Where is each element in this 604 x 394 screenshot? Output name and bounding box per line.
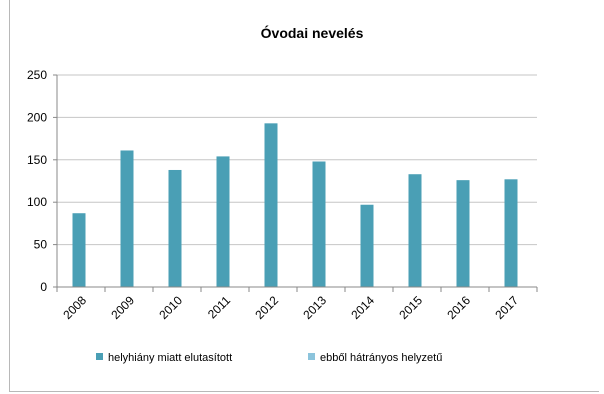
y-tick-label-200: 200: [27, 110, 47, 124]
y-tick-label-250: 250: [27, 68, 47, 82]
x-tick-label-2015: 2015: [396, 293, 425, 322]
legend-label-hatranyos: ebből hátrányos helyzetű: [320, 352, 442, 364]
y-tick-label-150: 150: [27, 153, 47, 167]
x-tick-label-2008: 2008: [60, 293, 89, 322]
legend-swatch-hatranyos: [308, 353, 315, 360]
bars: [72, 123, 518, 287]
x-axis-ticks: 2008 2009 2010 2011 2012 2013 2014 2015 2016 2017: [56, 287, 538, 322]
x-tick-label-2009: 2009: [108, 293, 137, 322]
x-tick-label-2010: 2010: [156, 293, 185, 322]
x-tick-label-2012: 2012: [252, 293, 281, 322]
bar-2009: [120, 150, 134, 287]
y-tick-label-100: 100: [27, 195, 47, 209]
legend-label-helyhiany: helyhiány miatt elutasított: [108, 352, 232, 364]
x-tick-label-2017: 2017: [492, 293, 521, 322]
chart-title: Óvodai nevelés: [261, 24, 364, 41]
y-tick-label-50: 50: [34, 238, 48, 252]
x-tick-label-2016: 2016: [444, 293, 473, 322]
x-tick-label-2011: 2011: [205, 293, 233, 321]
bar-2017: [504, 179, 518, 287]
x-tick-label-2014: 2014: [348, 293, 377, 322]
legend-swatch-helyhiany: [96, 353, 103, 360]
chart-frame: [9, 0, 599, 392]
bar-2012: [264, 123, 278, 287]
bar-2008: [72, 213, 86, 287]
legend: helyhiány miatt elutasított ebből hátrán…: [96, 352, 442, 364]
bar-2013: [312, 161, 326, 287]
bar-2016: [456, 180, 470, 287]
bar-2010: [168, 169, 182, 287]
bar-2011: [216, 156, 230, 287]
y-axis-ticks: 0 50 100 150 200 250: [27, 68, 57, 294]
bar-2014: [360, 204, 374, 287]
bar-2015: [408, 174, 422, 287]
y-tick-label-0: 0: [40, 280, 47, 294]
x-tick-label-2013: 2013: [300, 293, 329, 322]
